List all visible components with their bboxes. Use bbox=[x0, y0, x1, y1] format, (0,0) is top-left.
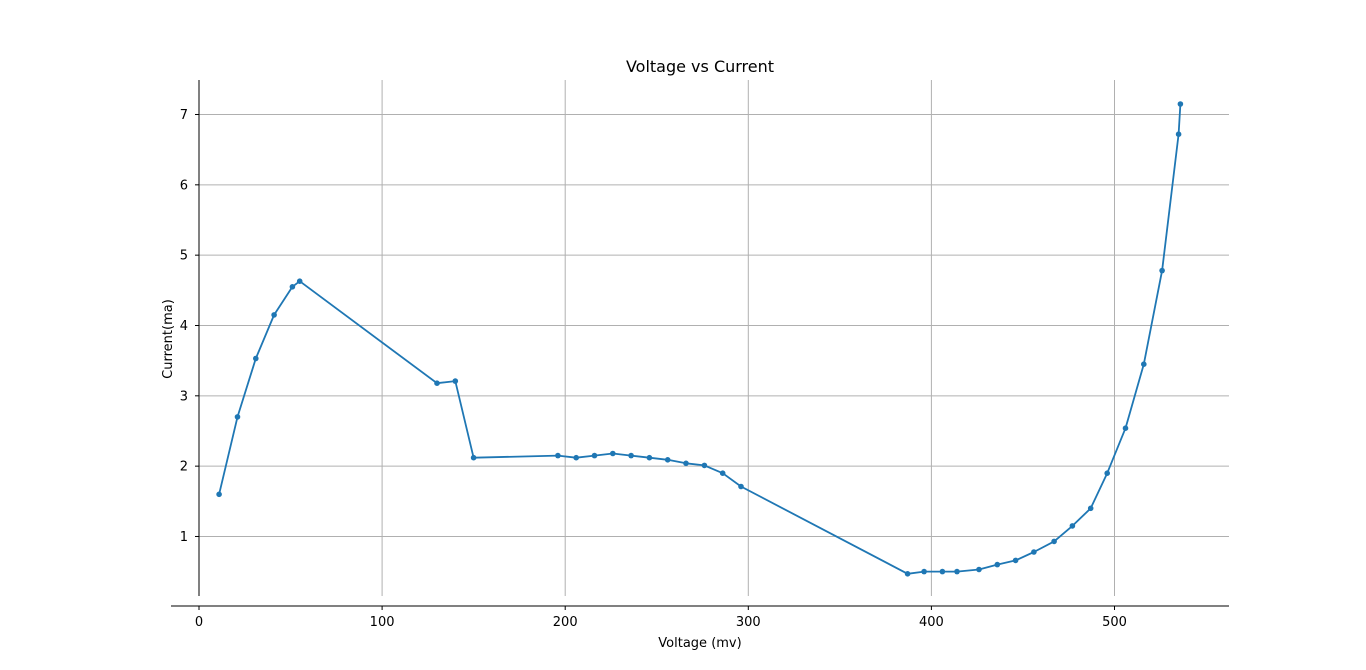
data-point bbox=[234, 414, 241, 420]
data-point bbox=[434, 380, 440, 387]
data-point bbox=[921, 568, 927, 575]
data-point bbox=[452, 378, 459, 384]
data-point bbox=[1122, 425, 1129, 432]
series-layer bbox=[216, 101, 1184, 577]
data-point bbox=[976, 566, 982, 573]
tick-layer: 0 100 200 300 400 500 1 2 3 4 5 6 7 bbox=[180, 108, 1127, 630]
grid-layer bbox=[199, 80, 1229, 596]
data-point bbox=[1175, 131, 1182, 137]
x-tick-label: 0 bbox=[195, 615, 203, 630]
data-point bbox=[591, 452, 598, 459]
data-point bbox=[701, 462, 708, 469]
x-tick-label: 500 bbox=[1102, 615, 1127, 630]
x-tick-label: 100 bbox=[370, 615, 395, 630]
data-point bbox=[216, 491, 222, 498]
y-tick-label: 3 bbox=[180, 389, 188, 404]
chart-title: Voltage vs Current bbox=[626, 57, 774, 76]
data-point bbox=[646, 454, 653, 461]
x-tick-label: 300 bbox=[736, 615, 761, 630]
data-point bbox=[271, 312, 277, 318]
series-line bbox=[218, 103, 1182, 575]
x-tick-label: 200 bbox=[553, 615, 578, 630]
data-point bbox=[719, 470, 726, 477]
x-axis-label: Voltage (mv) bbox=[658, 636, 741, 651]
data-point bbox=[1031, 549, 1037, 555]
data-point bbox=[1087, 505, 1094, 512]
data-point bbox=[683, 460, 689, 467]
data-point bbox=[628, 452, 634, 459]
data-point bbox=[1177, 101, 1184, 107]
data-point bbox=[738, 483, 744, 490]
y-tick-label: 1 bbox=[180, 530, 188, 545]
data-point bbox=[1104, 470, 1110, 477]
data-point bbox=[994, 561, 1001, 568]
axis-layer bbox=[171, 80, 1229, 607]
y-axis-label: Current(ma) bbox=[161, 299, 176, 379]
data-point bbox=[470, 454, 477, 461]
y-tick-label: 2 bbox=[180, 460, 188, 475]
y-tick-label: 7 bbox=[180, 108, 188, 123]
data-point bbox=[555, 452, 561, 459]
data-point bbox=[1012, 557, 1019, 564]
data-point bbox=[1051, 538, 1057, 545]
data-point bbox=[904, 571, 911, 577]
y-tick-label: 4 bbox=[180, 319, 188, 334]
data-point bbox=[296, 278, 303, 285]
data-point bbox=[289, 284, 296, 290]
x-tick-label: 400 bbox=[919, 615, 944, 630]
data-point bbox=[573, 454, 579, 461]
data-point bbox=[253, 355, 259, 362]
y-tick-label: 6 bbox=[180, 178, 188, 193]
data-point bbox=[1159, 267, 1165, 274]
y-tick-label: 5 bbox=[180, 249, 188, 264]
data-point bbox=[610, 450, 616, 457]
data-point bbox=[939, 568, 946, 575]
data-point bbox=[1069, 523, 1076, 529]
data-point bbox=[1141, 361, 1147, 368]
data-point bbox=[664, 457, 671, 463]
data-point bbox=[954, 568, 960, 575]
